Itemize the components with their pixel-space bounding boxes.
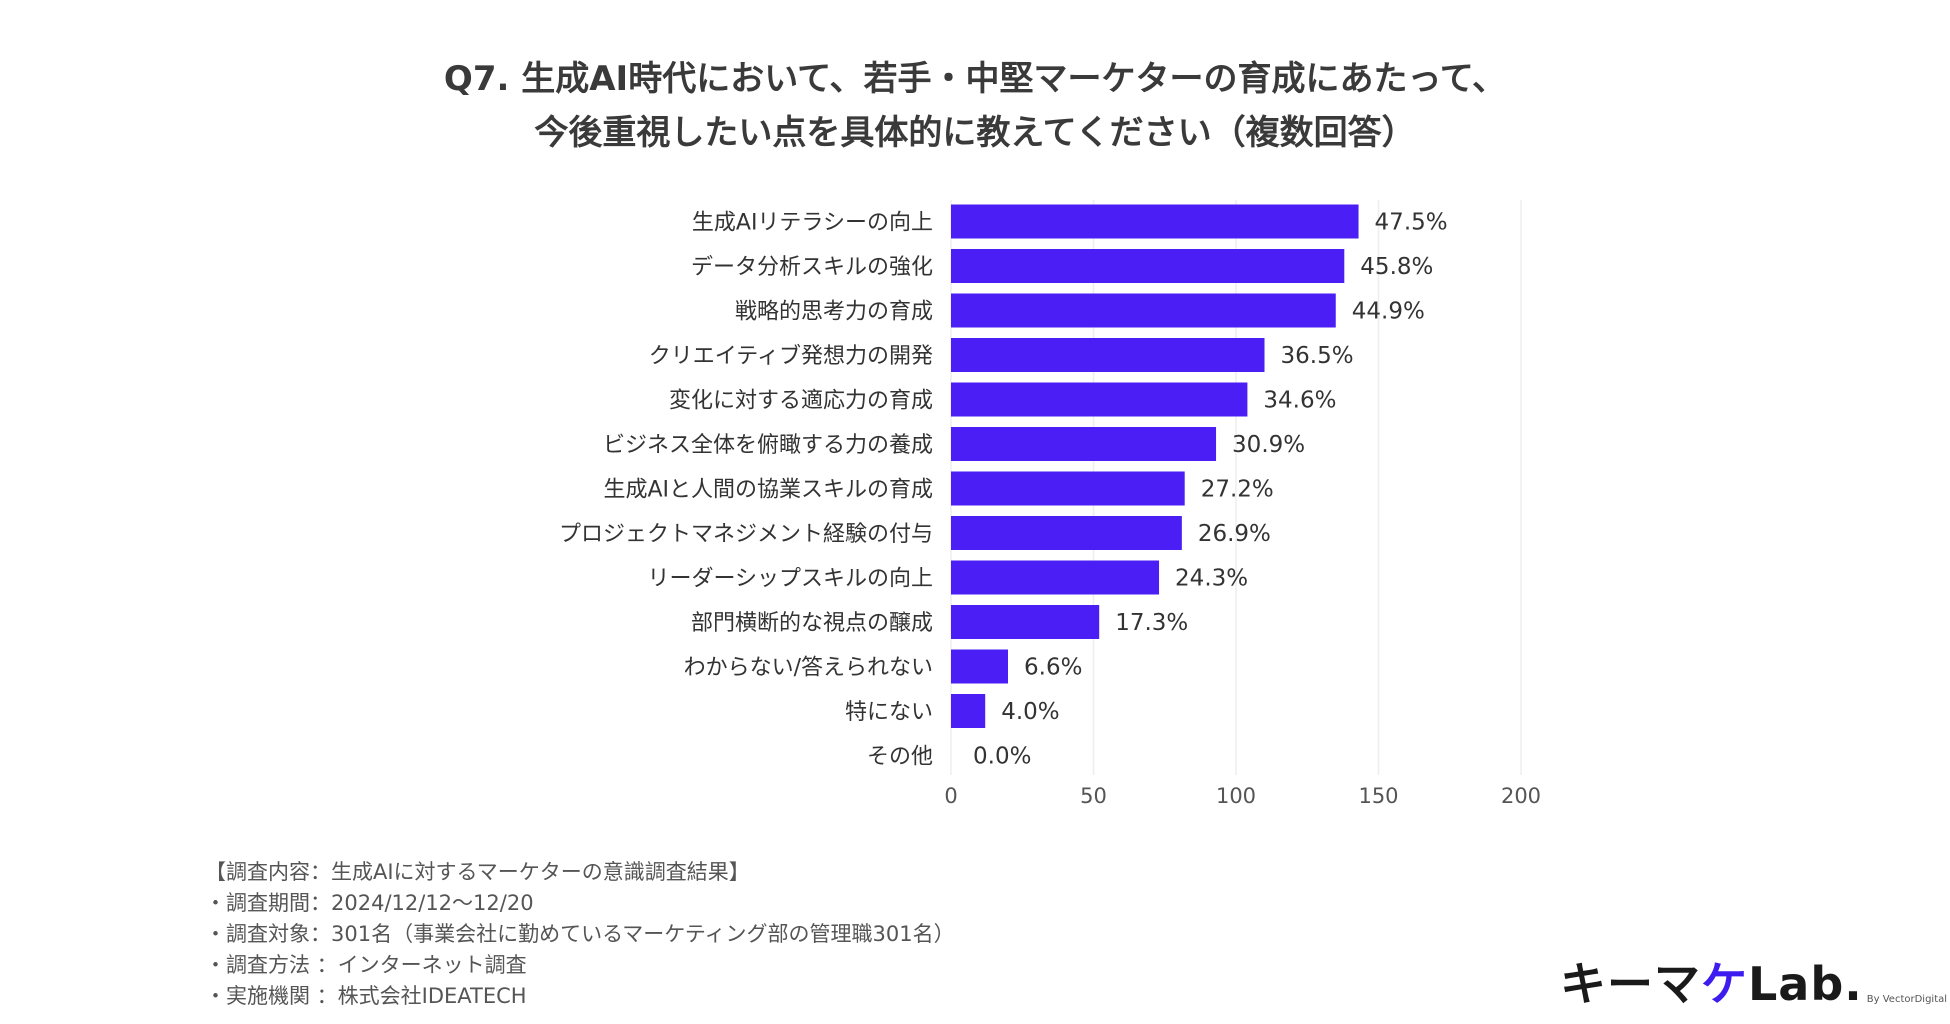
category-label: ビジネス全体を俯瞰する力の養成 (603, 433, 933, 458)
bar (951, 560, 1160, 595)
bar (951, 338, 1265, 372)
data-label: 4.0% (1001, 699, 1059, 725)
category-label: 変化に対する適応力の育成 (669, 389, 933, 414)
data-label: 47.5% (1375, 210, 1448, 236)
data-label: 30.9% (1232, 432, 1305, 458)
bar (951, 382, 1248, 417)
data-label: 17.3% (1115, 610, 1188, 636)
x-tick-label: 50 (1080, 784, 1107, 808)
data-label: 26.9% (1198, 521, 1271, 547)
category-label: 特にない (845, 700, 933, 725)
note-line: ・調査方法 ：インターネット調査 (205, 953, 527, 977)
data-label: 36.5% (1281, 343, 1354, 369)
x-tick-label: 200 (1501, 784, 1541, 808)
logo-byline: By VectorDigital (1866, 994, 1948, 1005)
x-tick-label: 100 (1216, 784, 1256, 808)
logo-accent: ケ (1701, 957, 1748, 1011)
bar (951, 694, 986, 728)
kimake-lab-logo: キーマケLab. By VectorDigital (1560, 960, 1947, 1008)
category-label: その他 (867, 745, 933, 770)
bar (951, 605, 1100, 639)
bar (951, 427, 1217, 461)
bar (951, 471, 1185, 506)
data-label: 6.6% (1024, 655, 1082, 681)
category-label: プロジェクトマネジメント経験の付与 (559, 522, 933, 547)
bar (951, 293, 1336, 328)
data-label: 24.3% (1175, 566, 1248, 592)
x-tick-label: 150 (1358, 784, 1398, 808)
note-line: ・実施機関 ：株式会社IDEATECH (205, 984, 527, 1008)
note-line: 【調査内容：生成AIに対するマーケターの意識調査結果】 (205, 860, 750, 884)
note-line: ・調査対象：301名（事業会社に勤めているマーケティング部の管理職301名） (205, 922, 955, 946)
data-label: 45.8% (1360, 254, 1433, 280)
chart-title-line-1: Q7. 生成AI時代において、若手・中堅マーケターの育成にあたって、 (443, 59, 1507, 99)
bar (951, 249, 1345, 283)
bar-chart: 0 50 100 150 200 生成AIリテラシーの向上 47.5% データ分析スキルの強化… (559, 200, 1541, 808)
category-label: 戦略的思考力の育成 (735, 300, 933, 325)
x-tick-label: 0 (944, 784, 957, 808)
logo-main: キーマ (1560, 957, 1701, 1011)
category-label: 生成AIと人間の協業スキルの育成 (603, 478, 933, 503)
logo-suffix: Lab. (1748, 957, 1863, 1011)
category-label: データ分析スキルの強化 (691, 255, 933, 280)
data-label: 27.2% (1201, 477, 1274, 503)
data-label: 0.0% (973, 744, 1031, 770)
category-label: 部門横断的な視点の醸成 (691, 611, 933, 636)
data-label: 44.9% (1352, 299, 1425, 325)
chart-title-line-2: 今後重視したい点を具体的に教えてください（複数回答） (534, 113, 1416, 153)
note-line: ・調査期間：2024/12/12〜12/20 (205, 891, 534, 915)
category-label: クリエイティブ発想力の開発 (649, 344, 933, 369)
bar (951, 649, 1008, 684)
bar (951, 516, 1182, 550)
category-label: 生成AIリテラシーの向上 (692, 211, 933, 236)
data-label: 34.6% (1263, 388, 1336, 414)
survey-notes: 【調査内容：生成AIに対するマーケターの意識調査結果】 ・調査期間：2024/1… (205, 857, 955, 1012)
logo-wordmark: キーマケLab. (1560, 957, 1863, 1011)
chart-title: Q7. 生成AI時代において、若手・中堅マーケターの育成にあたって、 今後重視し… (0, 52, 1950, 160)
category-label: リーダーシップスキルの向上 (647, 567, 933, 592)
bar (951, 204, 1359, 239)
category-label: わからない/答えられない (684, 656, 933, 681)
